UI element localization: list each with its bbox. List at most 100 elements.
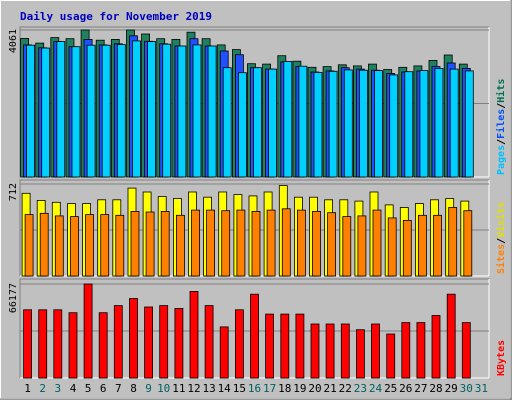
visits-bar-sites-21 — [327, 212, 337, 277]
hits-bar-pages-25 — [389, 74, 399, 178]
visits-bar-sites-7 — [115, 214, 125, 277]
kbytes-bar-kbytes-27 — [416, 322, 426, 379]
x-tick-label: 21 — [323, 382, 336, 395]
kbytes-axis-label: KBytes — [496, 340, 507, 376]
hits-bar-pages-15 — [237, 72, 247, 178]
hits-series-pages — [26, 40, 474, 178]
x-tick-label: 28 — [429, 382, 442, 395]
visits-bar-sites-24 — [372, 209, 382, 277]
x-tick-label: 5 — [85, 382, 92, 395]
visits-bar-sites-1 — [24, 214, 34, 277]
visits-bar-sites-16 — [251, 210, 261, 277]
hits-axis-label-part: Files — [495, 109, 507, 139]
x-tick-label: 20 — [308, 382, 321, 395]
visits-bar-sites-12 — [191, 209, 200, 277]
hits-axis-label-part: Hits — [495, 79, 507, 103]
x-tick-label: 22 — [339, 382, 352, 395]
kbytes-bar-kbytes-14 — [219, 326, 229, 379]
kbytes-bar-kbytes-26 — [401, 322, 411, 379]
visits-axis-label-part: Visits — [495, 202, 507, 238]
visits-bar-sites-29 — [448, 207, 458, 277]
hits-bar-pages-24 — [374, 70, 383, 178]
hits-axis-label-part: Pages — [496, 145, 507, 175]
kbytes-bar-kbytes-28 — [431, 315, 441, 379]
visits-panel: 712 Sites/Visits — [8, 179, 507, 277]
hits-bar-pages-17 — [268, 68, 278, 178]
chart-title: Daily usage for November 2019 — [20, 10, 212, 23]
x-tick-label: 24 — [369, 382, 383, 395]
visits-series-sites — [24, 207, 473, 277]
x-tick-label: 15 — [233, 382, 246, 395]
visits-bar-sites-27 — [417, 214, 427, 277]
visits-bar-sites-9 — [145, 211, 155, 277]
x-tick-label: 23 — [354, 382, 367, 395]
kbytes-bar-kbytes-7 — [113, 305, 123, 379]
visits-bar-sites-15 — [236, 209, 246, 277]
x-tick-label: 3 — [54, 382, 61, 395]
hits-bar-pages-21 — [328, 70, 338, 178]
x-tick-label: 8 — [130, 382, 137, 395]
kbytes-bar-kbytes-25 — [386, 333, 396, 379]
hits-bar-pages-30 — [464, 70, 474, 178]
chart-panels: 4061Pages/Files/Hits712Sites/Visits66177… — [8, 26, 507, 379]
visits-bar-sites-18 — [281, 208, 291, 277]
visits-axis-label: Sites/Visits — [495, 202, 507, 274]
kbytes-bar-kbytes-13 — [204, 305, 214, 379]
kbytes-bar-kbytes-12 — [189, 290, 199, 379]
hits-bar-pages-13 — [207, 45, 217, 178]
visits-bar-sites-23 — [357, 215, 367, 277]
visits-bar-sites-13 — [206, 209, 216, 277]
visits-bar-sites-4 — [70, 216, 79, 277]
kbytes-bar-kbytes-11 — [174, 307, 184, 379]
visits-axis-label-part: Sites — [495, 244, 507, 274]
x-tick-label: 12 — [187, 382, 200, 395]
x-tick-label: 16 — [248, 382, 261, 395]
kbytes-bar-kbytes-17 — [265, 313, 275, 379]
x-tick-label: 29 — [445, 382, 458, 395]
kbytes-bar-kbytes-18 — [280, 313, 290, 379]
kbytes-bar-kbytes-30 — [461, 322, 471, 379]
hits-bar-pages-5 — [86, 44, 96, 178]
kbytes-bar-kbytes-4 — [68, 312, 78, 379]
visits-max-label: 712 — [8, 183, 19, 201]
x-tick-label: 30 — [460, 382, 473, 395]
x-tick-label: 11 — [172, 382, 185, 395]
x-tick-label: 14 — [218, 382, 232, 395]
x-tick-label: 2 — [39, 382, 46, 395]
hits-bar-pages-8 — [132, 40, 141, 178]
visits-axis-label-part: / — [496, 238, 507, 244]
kbytes-bar-kbytes-19 — [295, 313, 305, 379]
visits-bar-sites-22 — [342, 216, 352, 277]
kbytes-bar-kbytes-2 — [38, 309, 48, 379]
visits-bar-sites-17 — [266, 209, 276, 277]
hits-bar-pages-28 — [434, 68, 444, 178]
kbytes-series-kbytes — [23, 283, 471, 379]
x-tick-label: 17 — [263, 382, 276, 395]
kbytes-bar-kbytes-1 — [23, 309, 33, 379]
kbytes-bar-kbytes-23 — [355, 329, 365, 379]
kbytes-bar-kbytes-16 — [250, 293, 259, 379]
kbytes-bar-kbytes-9 — [144, 306, 154, 379]
kbytes-bar-kbytes-29 — [446, 293, 456, 379]
visits-bar-sites-5 — [85, 214, 94, 277]
hits-bar-pages-18 — [283, 61, 293, 178]
x-tick-label: 13 — [202, 382, 215, 395]
x-axis: 1 2 3 4 5 6 7 8 9 10 11 12 13 14 15 16 17 18 19 20 21 22 23 24 2… — [24, 382, 488, 395]
kbytes-bar-kbytes-6 — [98, 312, 108, 379]
kbytes-bar-kbytes-10 — [159, 305, 169, 379]
hits-bar-pages-20 — [313, 72, 323, 178]
hits-bar-pages-4 — [71, 46, 81, 178]
kbytes-bar-kbytes-15 — [234, 309, 244, 379]
visits-bar-sites-11 — [175, 214, 185, 277]
hits-bar-pages-19 — [298, 65, 308, 178]
hits-bar-pages-14 — [222, 67, 232, 178]
hits-bar-pages-22 — [343, 69, 353, 178]
kbytes-bar-kbytes-20 — [310, 323, 320, 379]
kbytes-axis-label-part: KBytes — [496, 340, 507, 376]
hits-axis-label: Pages/Files/Hits — [495, 79, 507, 175]
x-tick-label: 19 — [293, 382, 306, 395]
visits-bar-sites-30 — [463, 210, 473, 277]
x-tick-label: 27 — [414, 382, 427, 395]
hits-bar-pages-7 — [116, 44, 126, 178]
